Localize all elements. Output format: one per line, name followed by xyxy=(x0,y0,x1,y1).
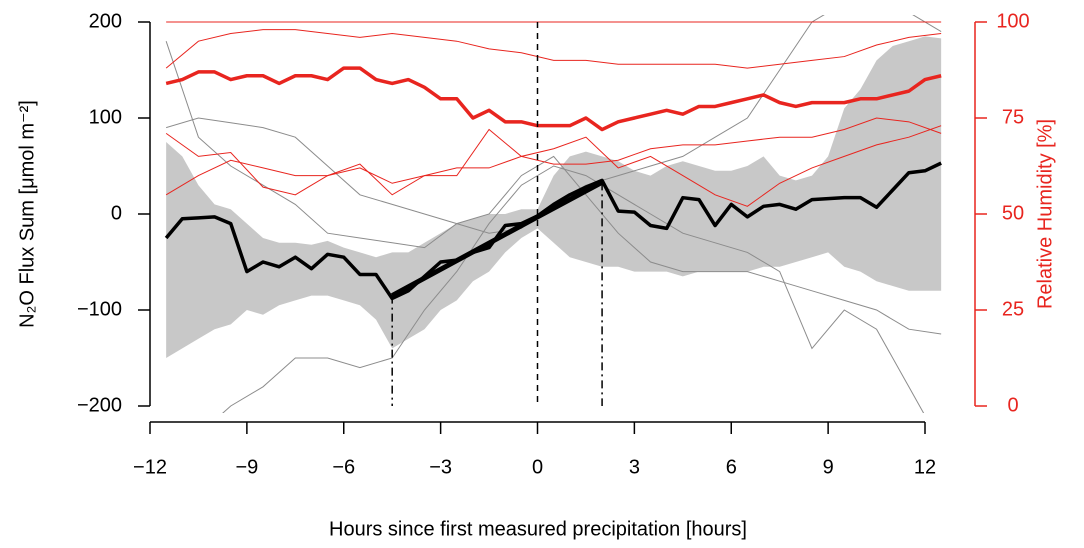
band xyxy=(166,36,942,359)
y2-tick-label: 100 xyxy=(996,10,1029,32)
plot-area xyxy=(164,15,942,413)
y-tick-label: 200 xyxy=(89,10,122,32)
x-tick-label: −3 xyxy=(429,456,452,478)
y2-tick-label: 0 xyxy=(1007,394,1018,416)
thin-line xyxy=(165,117,942,196)
y-tick-label: −200 xyxy=(77,394,122,416)
x-tick-label: −9 xyxy=(235,456,258,478)
x-axis-title: Hours since first measured precipitation… xyxy=(329,518,747,540)
y2-axis-title: Relative Humidity [%] xyxy=(1034,119,1056,309)
y2-tick-label: 25 xyxy=(1002,298,1024,320)
y-tick-label: 100 xyxy=(89,106,122,128)
y-tick-label: 0 xyxy=(111,202,122,224)
thin-line xyxy=(165,125,942,207)
x-tick-label: 0 xyxy=(532,456,543,478)
x-tick-label: −6 xyxy=(332,456,355,478)
x-tick-label: −12 xyxy=(133,456,167,478)
x-tick-label: 12 xyxy=(914,456,936,478)
y-axis-title: N₂O Flux Sum [μmol m⁻²] xyxy=(16,100,38,328)
thin-line xyxy=(165,29,942,69)
thin-line xyxy=(222,165,925,413)
x-tick-label: 6 xyxy=(726,456,737,478)
x-tick-label: 3 xyxy=(629,456,640,478)
mean-line xyxy=(164,161,942,301)
y-tick-label: −100 xyxy=(77,298,122,320)
mean-line xyxy=(165,66,942,132)
thin-line xyxy=(165,41,942,335)
y2-tick-label: 50 xyxy=(1002,202,1024,224)
y2-tick-label: 75 xyxy=(1002,106,1024,128)
regression-line xyxy=(390,180,604,298)
x-tick-label: 9 xyxy=(823,456,834,478)
